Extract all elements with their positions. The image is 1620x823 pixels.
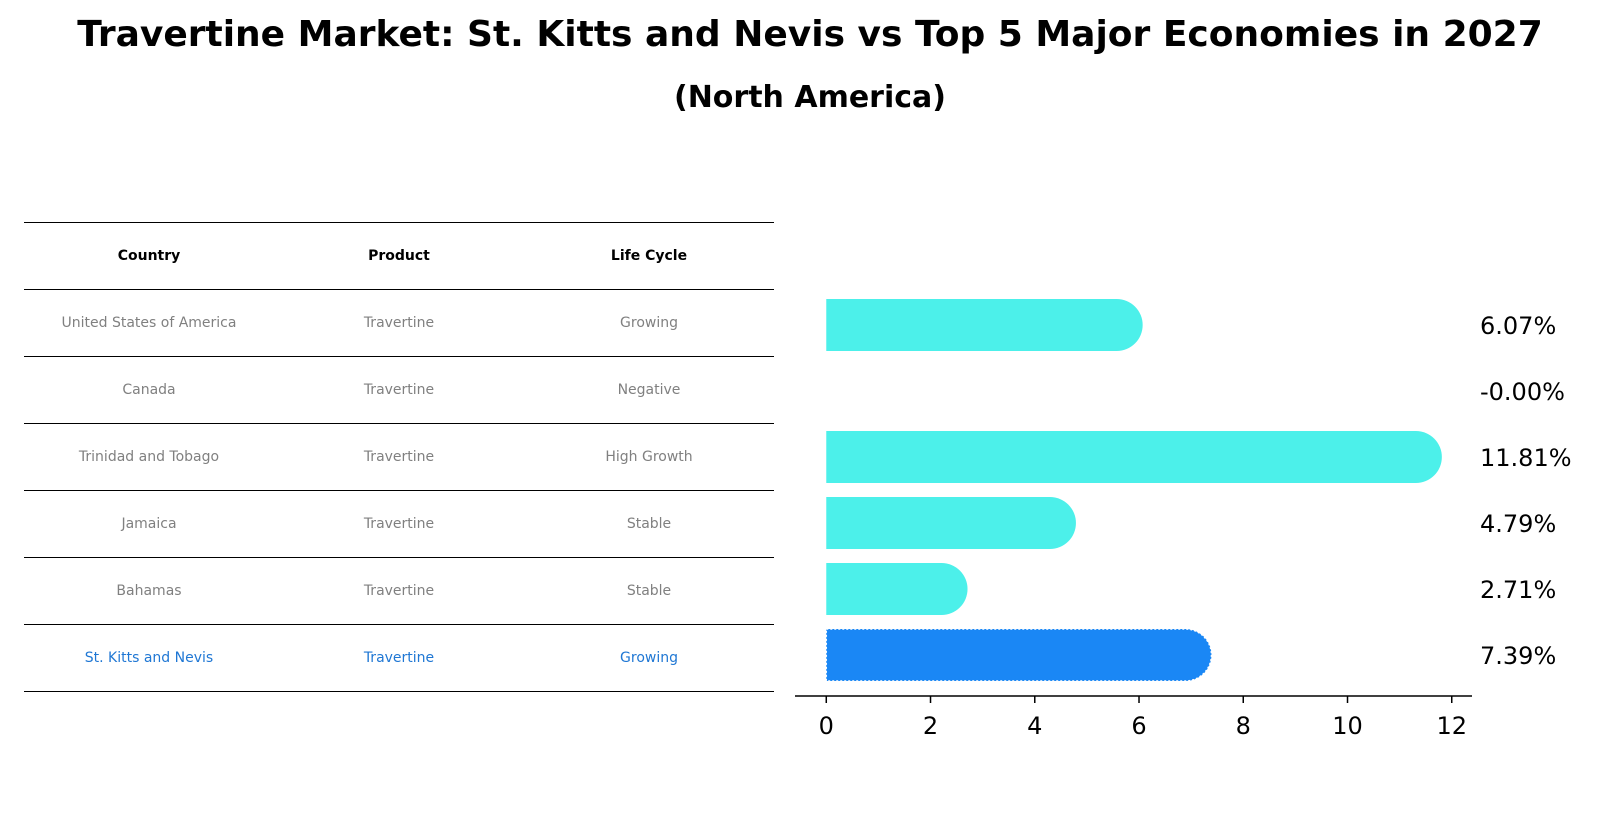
- x-tick-label: 6: [1131, 712, 1146, 740]
- bar: [826, 299, 1143, 351]
- cell-product: Travertine: [274, 557, 524, 625]
- bar-chart: 6.07% -0.00% 11.81% 4.79% 2.71% 7.39% 0 2 4 6 8 10 1…: [795, 299, 1572, 740]
- country-table: Country Product Life Cycle United States…: [24, 222, 774, 692]
- table-row: Canada Travertine Negative: [24, 356, 774, 424]
- bar: [826, 563, 968, 615]
- x-tick-label: 4: [1027, 712, 1042, 740]
- x-tick-label: 0: [819, 712, 834, 740]
- cell-product: Travertine: [274, 490, 524, 558]
- cell-country: Jamaica: [24, 490, 274, 558]
- header-country: Country: [24, 222, 274, 290]
- cell-country: Trinidad and Tobago: [24, 423, 274, 491]
- bar-value-label: 6.07%: [1480, 312, 1556, 340]
- table-row: United States of America Travertine Grow…: [24, 289, 774, 357]
- cell-life-cycle: Stable: [524, 557, 774, 625]
- bar-value-label: 4.79%: [1480, 510, 1556, 538]
- x-tick-label: 2: [923, 712, 938, 740]
- cell-country: Bahamas: [24, 557, 274, 625]
- cell-life-cycle: High Growth: [524, 423, 774, 491]
- cell-life-cycle: Growing: [524, 289, 774, 357]
- cell-country: Canada: [24, 356, 274, 424]
- cell-life-cycle: Negative: [524, 356, 774, 424]
- bar: [826, 497, 1076, 549]
- table-header-row: Country Product Life Cycle: [24, 222, 774, 290]
- table-row-highlighted: St. Kitts and Nevis Travertine Growing: [24, 624, 774, 692]
- cell-life-cycle: Growing: [524, 624, 774, 692]
- data-table: Country Product Life Cycle United States…: [24, 222, 774, 692]
- cell-country: United States of America: [24, 289, 274, 357]
- x-tick-label: 8: [1236, 712, 1251, 740]
- table-row: Trinidad and Tobago Travertine High Grow…: [24, 423, 774, 491]
- bar: [826, 431, 1442, 483]
- cell-product: Travertine: [274, 289, 524, 357]
- x-tick-label: 10: [1332, 712, 1363, 740]
- bar-value-label: 11.81%: [1480, 444, 1572, 472]
- bar-value-label: -0.00%: [1480, 378, 1565, 406]
- chart-title: Travertine Market: St. Kitts and Nevis v…: [77, 14, 1543, 55]
- cell-country: St. Kitts and Nevis: [24, 624, 274, 692]
- header-life-cycle: Life Cycle: [524, 222, 774, 290]
- cell-product: Travertine: [274, 624, 524, 692]
- x-tick-label: 12: [1436, 712, 1467, 740]
- header-product: Product: [274, 222, 524, 290]
- bar-value-label: 2.71%: [1480, 576, 1556, 604]
- bar-value-label: 7.39%: [1480, 642, 1556, 670]
- cell-product: Travertine: [274, 356, 524, 424]
- table-row: Bahamas Travertine Stable: [24, 557, 774, 625]
- cell-life-cycle: Stable: [524, 490, 774, 558]
- bar: [825, 628, 1213, 682]
- table-row: Jamaica Travertine Stable: [24, 490, 774, 558]
- cell-product: Travertine: [274, 423, 524, 491]
- chart-subtitle: (North America): [673, 80, 946, 115]
